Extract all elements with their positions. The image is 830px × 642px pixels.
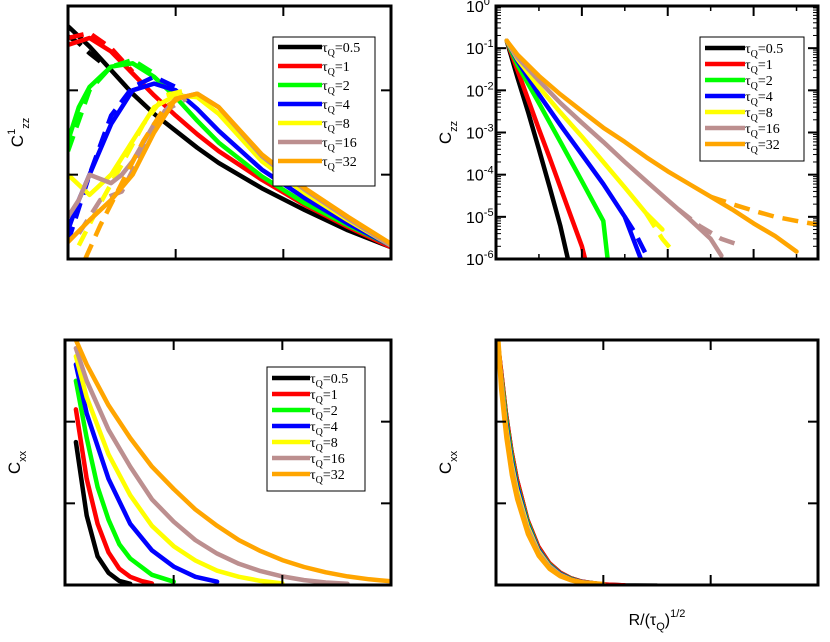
- series-group: [68, 23, 391, 259]
- legend-label: τQ=2: [745, 74, 773, 92]
- series-line-C-3: [73, 362, 220, 584]
- series-line-A-0: [68, 23, 391, 250]
- series-line-A-12: [68, 91, 391, 247]
- panel-B: 10-610-510-410-310-210-1100CzzτQ=0.5τQ=1…: [436, 0, 820, 269]
- x-axis-label: R/(τQ)1/2: [629, 608, 686, 633]
- series-line-C-0: [73, 439, 133, 585]
- legend-label: τQ=32: [322, 155, 357, 173]
- legend-label: τQ=16: [310, 452, 345, 470]
- legend-box: [699, 36, 805, 162]
- y-tick-label: 10-4: [466, 165, 494, 185]
- legend-label: τQ=1: [310, 388, 338, 406]
- series-line-B-1: [504, 38, 588, 259]
- legend-label: τQ=0.5: [310, 372, 348, 390]
- series-line-D-6: [496, 340, 606, 585]
- series-line-C-2: [73, 378, 176, 584]
- legend-box: [266, 366, 366, 492]
- legend-label: τQ=4: [310, 420, 338, 438]
- plot-frame-A: [66, 4, 393, 261]
- y-axis-label: Czz: [436, 121, 460, 144]
- series-line-C-4: [73, 354, 285, 585]
- series-line-A-9: [76, 88, 187, 247]
- series-line-C-1: [73, 407, 155, 585]
- legend-label: τQ=8: [745, 106, 773, 124]
- plot-frame-D: [494, 338, 820, 587]
- legend-label: τQ=0.5: [322, 41, 360, 59]
- series-line-C-6: [73, 340, 391, 584]
- y-tick-label: 10-3: [466, 123, 494, 143]
- legend-label: τQ=2: [322, 79, 350, 97]
- legend-label: τQ=16: [322, 136, 357, 154]
- series-line-D-1: [497, 346, 627, 585]
- y-axis-label: Cxx: [5, 450, 29, 474]
- series-group: [504, 38, 818, 259]
- series-line-D-0: [497, 346, 659, 585]
- series-line-B-10: [709, 194, 818, 227]
- series-group: [73, 340, 391, 585]
- legend-label: τQ=4: [745, 90, 773, 108]
- legend-label: τQ=0.5: [745, 42, 783, 60]
- legend-label: τQ=8: [310, 436, 338, 454]
- legend-label: τQ=16: [745, 122, 780, 140]
- series-line-A-5: [68, 57, 156, 152]
- series-group: [496, 340, 659, 585]
- plot-frame-C: [63, 338, 393, 587]
- series-line-B-0: [504, 38, 571, 259]
- series-line-A-3: [68, 30, 135, 74]
- series-line-B-6: [644, 212, 675, 254]
- legend-label: τQ=8: [322, 117, 350, 135]
- legend-label: τQ=4: [322, 98, 350, 116]
- series-line-B-8: [677, 207, 744, 249]
- series-line-B-7: [504, 38, 724, 258]
- series-line-B-4: [622, 215, 651, 259]
- y-tick-label: 10-1: [466, 38, 494, 58]
- series-line-A-1: [68, 34, 113, 72]
- y-tick-label: 10-6: [466, 249, 494, 269]
- panel-D: R/(τQ)1/2 Cxx: [436, 338, 820, 633]
- legend-label: τQ=2: [310, 404, 338, 422]
- y-axis-label: C1zz: [6, 118, 32, 147]
- y-tick-label: 10-2: [466, 80, 494, 100]
- legend-label: τQ=32: [310, 468, 345, 486]
- y-tick-label: 10-5: [466, 207, 494, 227]
- y-axis-label: Cxx: [436, 450, 460, 474]
- series-line-C-5: [73, 345, 350, 585]
- legend-label: τQ=1: [322, 60, 350, 78]
- legend-label: τQ=32: [745, 138, 780, 156]
- y-tick-label: 100: [466, 0, 490, 16]
- series-line-A-13: [83, 91, 188, 259]
- legend-label: τQ=1: [745, 58, 773, 76]
- series-line-B-9: [504, 38, 799, 254]
